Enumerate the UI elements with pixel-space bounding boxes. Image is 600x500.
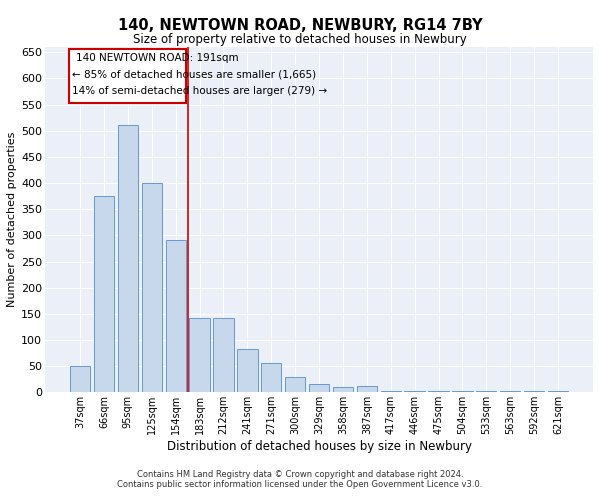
Bar <box>356 386 377 392</box>
Bar <box>404 391 425 392</box>
Bar <box>333 387 353 392</box>
Bar <box>500 391 520 392</box>
Bar <box>213 318 233 392</box>
Text: 140, NEWTOWN ROAD, NEWBURY, RG14 7BY: 140, NEWTOWN ROAD, NEWBURY, RG14 7BY <box>118 18 482 32</box>
Bar <box>428 391 449 392</box>
Bar <box>309 384 329 392</box>
Bar <box>452 391 473 392</box>
Bar <box>237 350 257 393</box>
Bar <box>380 391 401 392</box>
Y-axis label: Number of detached properties: Number of detached properties <box>7 132 17 308</box>
Text: Size of property relative to detached houses in Newbury: Size of property relative to detached ho… <box>133 32 467 46</box>
Bar <box>70 48 187 103</box>
Bar <box>524 391 544 392</box>
Bar <box>548 391 568 392</box>
Bar <box>285 376 305 392</box>
Bar <box>142 183 162 392</box>
Bar <box>476 391 496 392</box>
Bar <box>118 125 138 392</box>
Text: Contains HM Land Registry data © Crown copyright and database right 2024.
Contai: Contains HM Land Registry data © Crown c… <box>118 470 482 489</box>
Text: 14% of semi-detached houses are larger (279) →: 14% of semi-detached houses are larger (… <box>72 86 327 96</box>
Bar <box>94 196 114 392</box>
X-axis label: Distribution of detached houses by size in Newbury: Distribution of detached houses by size … <box>167 440 472 453</box>
Bar <box>70 366 90 392</box>
Bar <box>261 363 281 392</box>
Text: 140 NEWTOWN ROAD: 191sqm: 140 NEWTOWN ROAD: 191sqm <box>76 52 239 62</box>
Text: ← 85% of detached houses are smaller (1,665): ← 85% of detached houses are smaller (1,… <box>72 70 316 80</box>
Bar <box>190 318 210 392</box>
Bar <box>166 240 186 392</box>
